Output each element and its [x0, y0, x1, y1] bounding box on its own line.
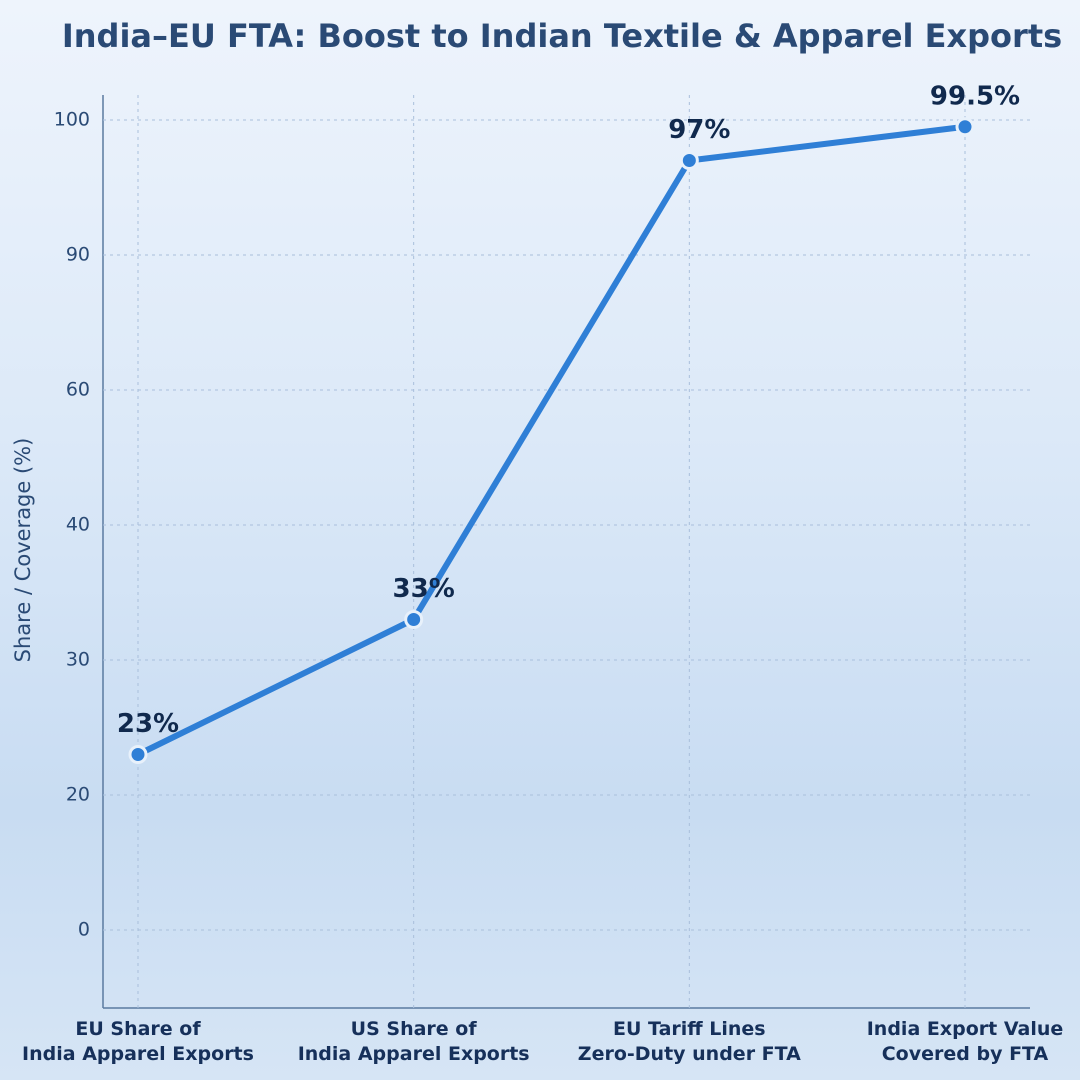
- x-tick-label: US Share of India Apparel Exports: [297, 1018, 530, 1065]
- y-axis-label: Share / Coverage (%): [11, 438, 35, 663]
- data-point: [679, 151, 699, 170]
- y-tick-label: 0: [78, 919, 90, 941]
- data-point: [404, 610, 424, 629]
- x-tick-label: EU Tariff Lines Zero-Duty under FTA: [577, 1018, 801, 1065]
- data-point: [128, 745, 148, 764]
- y-tick-label: 20: [66, 784, 90, 806]
- y-tick-label: 90: [66, 244, 90, 266]
- data-label: 97%: [668, 115, 730, 145]
- data-label: 23%: [117, 709, 179, 739]
- data-label: 99.5%: [930, 81, 1020, 111]
- y-tick-label: 100: [54, 109, 90, 131]
- data-label: 33%: [393, 574, 455, 604]
- data-point: [955, 117, 975, 137]
- x-tick-label: India Export Value Covered by FTA: [866, 1018, 1064, 1065]
- series-line: [136, 123, 966, 758]
- y-tick-label: 40: [66, 514, 90, 536]
- x-tick-label: EU Share of India Apparel Exports: [22, 1018, 254, 1065]
- y-tick-label: 60: [66, 379, 90, 401]
- chart-title: India–EU FTA: Boost to Indian Textile & …: [62, 17, 1062, 55]
- y-tick-label: 30: [66, 649, 90, 671]
